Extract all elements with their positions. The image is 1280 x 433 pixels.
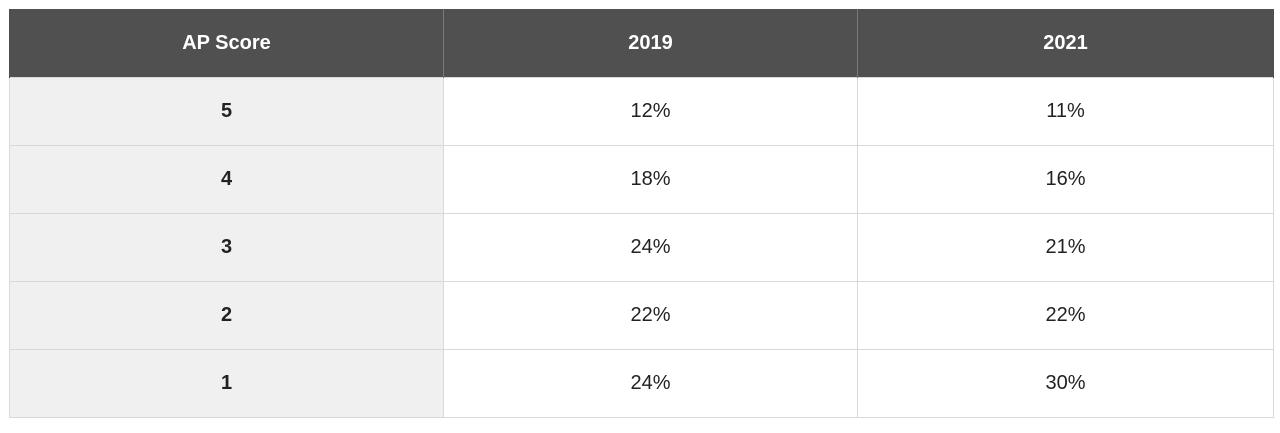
ap-score-cell: 4 [9,145,444,214]
percent-2021-cell: 16% [857,145,1274,214]
ap-score-cell: 5 [9,77,444,146]
header-row: AP Score 2019 2021 [9,9,1274,78]
table-row: 2 22% 22% [9,281,1274,350]
table-row: 1 24% 30% [9,349,1274,418]
score-distribution-table: AP Score 2019 2021 5 12% 11% 4 18% 16% 3… [9,9,1274,418]
column-header-2019: 2019 [443,9,858,78]
table-row: 5 12% 11% [9,77,1274,146]
percent-2019-cell: 12% [443,77,858,146]
table-row: 3 24% 21% [9,213,1274,282]
percent-2021-cell: 11% [857,77,1274,146]
score-distribution-table-container: AP Score 2019 2021 5 12% 11% 4 18% 16% 3… [9,9,1274,418]
percent-2019-cell: 24% [443,349,858,418]
table-body: 5 12% 11% 4 18% 16% 3 24% 21% 2 22% 22% … [9,77,1274,418]
percent-2019-cell: 22% [443,281,858,350]
column-header-ap-score: AP Score [9,9,444,78]
ap-score-cell: 3 [9,213,444,282]
table-row: 4 18% 16% [9,145,1274,214]
percent-2021-cell: 21% [857,213,1274,282]
percent-2019-cell: 18% [443,145,858,214]
percent-2019-cell: 24% [443,213,858,282]
ap-score-cell: 1 [9,349,444,418]
column-header-2021: 2021 [857,9,1274,78]
ap-score-cell: 2 [9,281,444,350]
percent-2021-cell: 22% [857,281,1274,350]
table-header: AP Score 2019 2021 [9,9,1274,78]
percent-2021-cell: 30% [857,349,1274,418]
